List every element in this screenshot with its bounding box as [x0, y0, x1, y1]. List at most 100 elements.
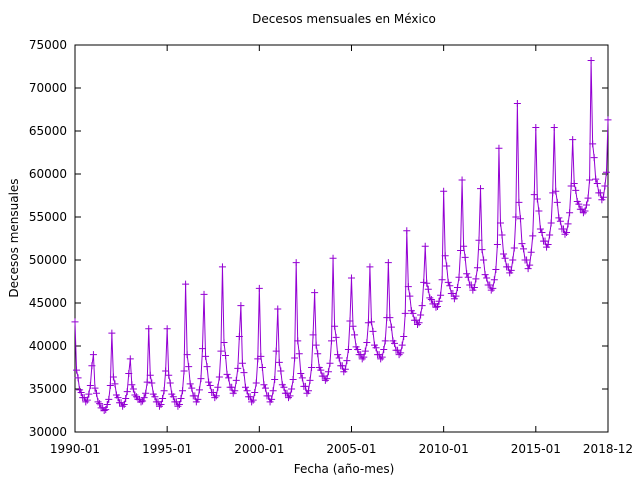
data-point	[372, 344, 380, 352]
data-point	[334, 351, 342, 359]
data-point	[335, 354, 343, 362]
data-point	[218, 263, 226, 271]
data-point	[380, 345, 388, 353]
data-point	[251, 388, 259, 396]
data-point	[473, 264, 481, 272]
data-point	[215, 373, 223, 381]
data-point	[513, 99, 521, 107]
data-point	[312, 341, 320, 349]
data-point	[122, 394, 130, 402]
data-point	[509, 256, 517, 264]
y-tick-label: 60000	[29, 167, 67, 181]
data-point	[274, 305, 282, 313]
data-point	[569, 136, 577, 144]
data-point	[418, 302, 426, 310]
data-point	[160, 387, 168, 395]
data-point	[455, 273, 463, 281]
data-point	[191, 392, 199, 400]
data-point	[295, 350, 303, 358]
data-point	[309, 331, 317, 339]
data-point	[384, 259, 392, 267]
data-point	[324, 368, 332, 376]
data-point	[202, 352, 210, 360]
data-point	[420, 278, 428, 286]
data-point	[240, 369, 248, 377]
data-point	[593, 179, 601, 187]
data-point	[378, 353, 386, 361]
data-point	[146, 371, 154, 379]
data-point	[596, 189, 604, 197]
data-point	[441, 252, 449, 260]
data-point	[524, 265, 532, 273]
data-point	[71, 318, 79, 326]
data-point	[515, 198, 523, 206]
data-point	[500, 250, 508, 258]
data-point	[105, 395, 113, 403]
data-point	[206, 382, 214, 390]
data-point	[397, 349, 405, 357]
data-point	[381, 337, 389, 345]
chart-title: Decesos mensuales en México	[252, 12, 436, 26]
data-point	[417, 311, 425, 319]
data-point	[214, 383, 222, 391]
data-point	[220, 339, 228, 347]
data-point	[470, 284, 478, 292]
data-point	[183, 351, 191, 359]
data-point	[252, 379, 260, 387]
data-point	[463, 270, 471, 278]
data-point	[504, 263, 512, 271]
data-point	[498, 231, 506, 239]
data-point	[311, 289, 319, 297]
data-point	[486, 281, 494, 289]
data-point	[205, 378, 213, 386]
data-point	[361, 347, 369, 355]
data-point	[139, 397, 147, 405]
data-point	[478, 246, 486, 254]
data-point	[401, 309, 409, 317]
data-point	[440, 187, 448, 195]
data-point	[533, 195, 541, 203]
data-point	[238, 359, 246, 367]
data-point	[123, 388, 131, 396]
data-point	[426, 294, 434, 302]
data-point	[477, 185, 485, 193]
data-point	[317, 366, 325, 374]
data-point	[129, 385, 137, 393]
data-point	[338, 362, 346, 370]
data-point	[395, 351, 403, 359]
data-point	[182, 280, 190, 288]
data-point	[106, 382, 114, 390]
data-point	[162, 367, 170, 375]
data-point	[427, 296, 435, 304]
data-point	[94, 398, 102, 406]
data-point	[364, 319, 372, 327]
data-point	[599, 193, 607, 201]
data-point	[209, 388, 217, 396]
data-point	[314, 350, 322, 358]
data-point	[235, 333, 243, 341]
data-point	[77, 388, 85, 396]
data-point	[424, 285, 432, 293]
data-point	[271, 376, 279, 384]
data-point	[306, 376, 314, 384]
data-point	[91, 384, 99, 392]
data-point	[232, 376, 240, 384]
data-point	[460, 242, 468, 250]
data-point	[526, 261, 534, 269]
data-point	[369, 327, 377, 335]
data-point	[398, 341, 406, 349]
data-point	[579, 209, 587, 217]
data-point	[387, 323, 395, 331]
data-point	[261, 384, 269, 392]
data-point	[358, 355, 366, 363]
data-point	[575, 200, 583, 208]
data-point	[88, 362, 96, 370]
data-point	[308, 364, 316, 371]
data-point	[323, 375, 331, 383]
data-point	[331, 322, 339, 330]
data-point	[86, 382, 94, 390]
data-point	[222, 351, 230, 359]
data-point	[234, 364, 242, 372]
